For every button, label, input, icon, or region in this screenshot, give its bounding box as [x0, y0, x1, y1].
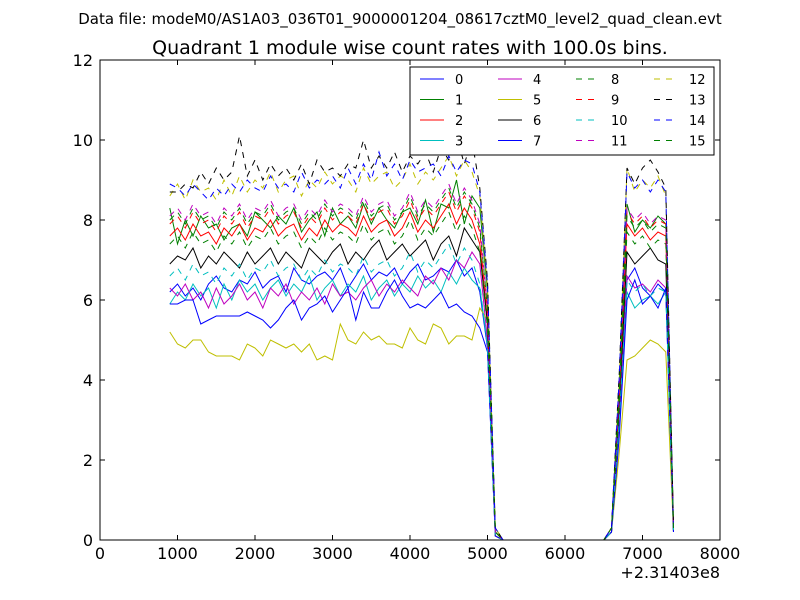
x-tick-label: 1000: [157, 544, 198, 563]
legend-label-12: 12: [689, 73, 706, 88]
legend-label-6: 6: [533, 114, 541, 129]
series-line-14: [169, 150, 674, 541]
y-tick-label: 0: [83, 531, 93, 550]
chart-title: Quadrant 1 module wise count rates with …: [152, 37, 668, 59]
legend-label-0: 0: [455, 73, 463, 88]
y-tick-label: 4: [83, 371, 93, 390]
legend-box: [409, 66, 715, 156]
series-line-10: [169, 242, 674, 541]
y-tick-label: 8: [83, 211, 93, 230]
x-axis-offset-label: +2.31403e8: [620, 563, 720, 582]
x-tick-label: 8000: [700, 544, 741, 563]
x-tick-label: 0: [95, 544, 105, 563]
x-tick-label: 7000: [622, 544, 663, 563]
y-tick-label: 6: [83, 291, 93, 310]
legend-label-9: 9: [611, 94, 619, 109]
legend-label-15: 15: [689, 135, 706, 150]
x-tick-label: 6000: [545, 544, 586, 563]
legend-label-10: 10: [611, 114, 628, 129]
x-tick-label: 4000: [390, 544, 431, 563]
series-line-9: [169, 190, 674, 541]
legend-label-7: 7: [533, 135, 541, 150]
x-tick-label: 2000: [235, 544, 276, 563]
legend-label-14: 14: [689, 114, 706, 129]
figure-suptitle: Data file: modeM0/AS1A03_036T01_90000012…: [78, 10, 722, 29]
x-tick-label: 5000: [467, 544, 508, 563]
y-tick-label: 2: [83, 451, 93, 470]
y-tick-label: 12: [73, 51, 93, 70]
legend-label-13: 13: [689, 94, 706, 109]
y-tick-label: 10: [73, 131, 93, 150]
x-tick-label: 3000: [312, 544, 353, 563]
legend-label-2: 2: [455, 114, 463, 129]
legend-label-3: 3: [455, 135, 463, 150]
legend-label-1: 1: [455, 94, 463, 109]
legend-label-8: 8: [611, 73, 619, 88]
legend-label-11: 11: [611, 135, 628, 150]
x-axis: 0 1000 2000 3000 4000 5000 6000 7000 8000: [95, 60, 740, 563]
legend-label-4: 4: [533, 73, 541, 88]
series-line-13: [169, 134, 674, 541]
legend-label-5: 5: [533, 94, 541, 109]
